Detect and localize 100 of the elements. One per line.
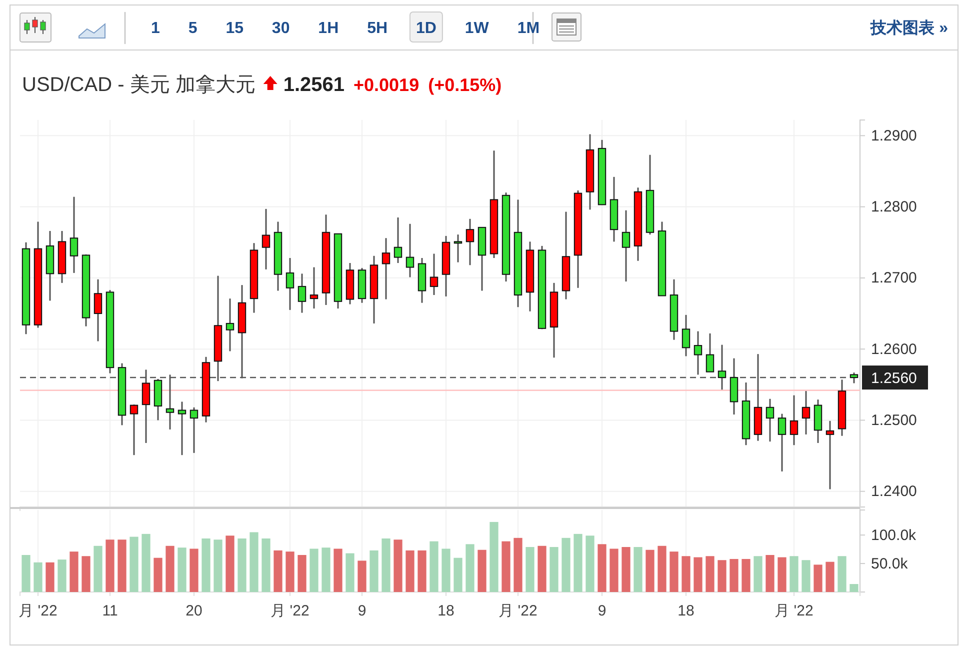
bar	[742, 558, 750, 592]
x-tick-label: 20	[186, 602, 202, 620]
bar	[814, 564, 822, 592]
bar	[142, 534, 150, 592]
bar	[694, 557, 702, 592]
bar	[106, 540, 114, 592]
candlestick	[262, 208, 270, 270]
bar	[334, 548, 342, 592]
y-tick-label: 50.0k	[871, 555, 908, 572]
y-tick-label: 1.2400	[871, 483, 917, 500]
bar	[310, 548, 318, 592]
candlestick	[394, 216, 402, 264]
bar	[790, 556, 798, 592]
bar	[322, 548, 330, 592]
bar	[418, 550, 426, 592]
bar	[490, 522, 498, 592]
bar	[850, 584, 858, 592]
bar	[178, 548, 186, 592]
bar	[202, 538, 210, 592]
text: (+0.15%)	[428, 75, 502, 95]
bar	[298, 554, 306, 592]
bar	[370, 550, 378, 592]
y-tick-label: 1.2500	[871, 412, 917, 430]
bar	[682, 556, 690, 592]
bar	[550, 547, 558, 592]
bar	[190, 548, 198, 592]
bar	[634, 547, 642, 592]
bar	[622, 547, 630, 592]
bar	[526, 547, 534, 592]
candlestick	[190, 406, 198, 454]
bar	[730, 558, 738, 592]
text: +0.0019	[354, 75, 420, 95]
bar	[130, 536, 138, 592]
y-tick-label: 1.2900	[871, 127, 917, 144]
bar	[658, 546, 666, 592]
y-tick-label: 1.2800	[871, 198, 917, 216]
candlestick	[286, 257, 294, 311]
candlestick	[790, 394, 798, 446]
bar	[358, 560, 366, 592]
bar	[838, 556, 846, 592]
candlestick	[706, 332, 714, 373]
candlestick	[850, 372, 858, 384]
bar	[406, 550, 414, 592]
candlestick	[454, 234, 462, 264]
candlestick	[94, 278, 102, 342]
bar	[274, 550, 282, 592]
x-tick-label: 18	[438, 602, 454, 620]
bar	[430, 541, 438, 592]
ref-line-label: 1.2560	[871, 370, 917, 388]
bar	[70, 552, 78, 592]
bar	[226, 536, 234, 592]
bar	[454, 558, 462, 592]
bar	[778, 557, 786, 592]
bar	[154, 558, 162, 592]
y-tick-label: 1.2700	[871, 270, 917, 287]
bar	[262, 538, 270, 592]
bar	[466, 544, 474, 592]
bar	[706, 556, 714, 592]
candlestick	[682, 314, 690, 357]
bar	[214, 540, 222, 592]
bar	[754, 556, 762, 592]
candlestick	[406, 223, 414, 278]
bar	[382, 538, 390, 592]
y-tick-label: 100.0k	[871, 526, 917, 544]
bar	[346, 553, 354, 592]
bar	[118, 540, 126, 592]
candlestick	[766, 398, 774, 442]
candlestick	[466, 218, 474, 266]
x-tick-label: 月 '22	[774, 602, 814, 620]
bar	[502, 541, 510, 592]
x-tick-label: 11	[102, 602, 118, 620]
candlestick	[178, 400, 186, 456]
bar	[22, 554, 30, 592]
candlestick	[226, 298, 234, 352]
text: 1.2561	[283, 74, 345, 96]
bar	[826, 562, 834, 592]
bar	[286, 552, 294, 592]
candlestick	[298, 272, 306, 314]
bar	[802, 560, 810, 592]
bar	[562, 538, 570, 592]
bar	[586, 536, 594, 592]
bar	[394, 540, 402, 592]
candlestick	[310, 266, 318, 310]
bar	[442, 548, 450, 592]
y-tick-label: 1.2600	[871, 340, 917, 358]
x-tick-label: 月 '22	[270, 602, 310, 620]
bar	[574, 534, 582, 592]
bar	[250, 532, 258, 592]
candlestick	[622, 210, 630, 282]
bar	[58, 560, 66, 592]
x-tick-label: 18	[678, 602, 694, 620]
bar	[82, 556, 90, 592]
bar	[34, 562, 42, 592]
bar	[166, 546, 174, 592]
text: 技术图表 »	[870, 19, 948, 37]
x-tick-label: 月 '22	[18, 602, 58, 620]
bar	[538, 546, 546, 592]
bar	[646, 550, 654, 592]
bar	[238, 538, 246, 592]
candlestick	[802, 390, 810, 436]
